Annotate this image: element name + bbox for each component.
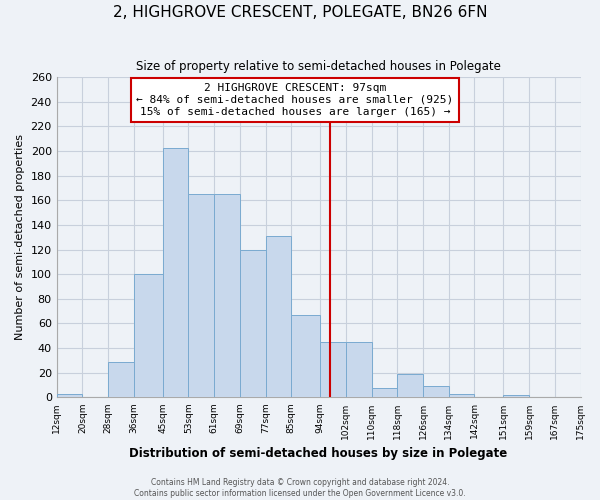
Title: Size of property relative to semi-detached houses in Polegate: Size of property relative to semi-detach… [136,60,501,73]
Bar [423,386,449,398]
Bar [449,394,475,398]
Bar [371,388,397,398]
Bar [108,362,134,398]
Bar [56,394,82,398]
Bar [240,250,266,398]
Bar [266,236,291,398]
Text: Contains HM Land Registry data © Crown copyright and database right 2024.
Contai: Contains HM Land Registry data © Crown c… [134,478,466,498]
Text: 2, HIGHGROVE CRESCENT, POLEGATE, BN26 6FN: 2, HIGHGROVE CRESCENT, POLEGATE, BN26 6F… [113,5,487,20]
Y-axis label: Number of semi-detached properties: Number of semi-detached properties [15,134,25,340]
Text: 2 HIGHGROVE CRESCENT: 97sqm
← 84% of semi-detached houses are smaller (925)
15% : 2 HIGHGROVE CRESCENT: 97sqm ← 84% of sem… [136,84,454,116]
Bar [320,342,346,398]
Bar [503,395,529,398]
Bar [163,148,188,398]
Bar [346,342,371,398]
Bar [188,194,214,398]
Bar [134,274,163,398]
Bar [397,374,423,398]
Bar [214,194,240,398]
X-axis label: Distribution of semi-detached houses by size in Polegate: Distribution of semi-detached houses by … [130,447,508,460]
Bar [291,315,320,398]
